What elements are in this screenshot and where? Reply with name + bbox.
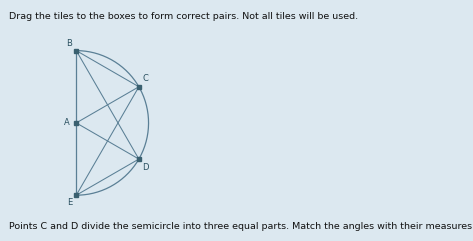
Text: C: C — [142, 74, 148, 83]
Text: B: B — [66, 39, 72, 48]
Text: Points C and D divide the semicircle into three equal parts. Match the angles wi: Points C and D divide the semicircle int… — [9, 222, 473, 231]
Text: D: D — [142, 163, 149, 172]
Text: E: E — [67, 198, 72, 207]
Text: A: A — [64, 118, 70, 127]
Text: Drag the tiles to the boxes to form correct pairs. Not all tiles will be used.: Drag the tiles to the boxes to form corr… — [9, 12, 359, 21]
